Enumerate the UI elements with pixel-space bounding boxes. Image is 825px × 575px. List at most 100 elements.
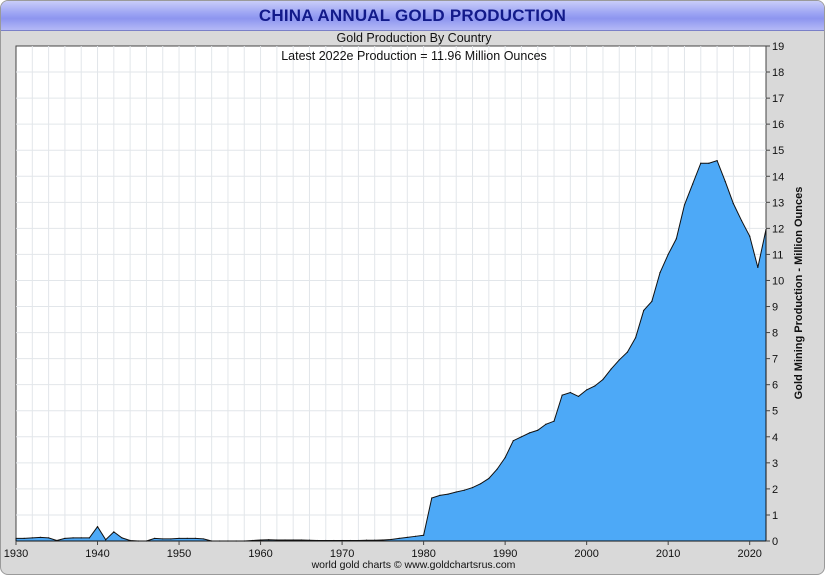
x-axis-ticks: 1930 1940 1950 1960 1970 1980 1990 2000 2010 2020 (4, 541, 762, 560)
data-point (504, 457, 506, 459)
data-point (365, 539, 368, 541)
x-tick-label: 1980 (411, 548, 435, 560)
x-tick-label: 1960 (248, 548, 272, 560)
data-point (251, 539, 254, 542)
y-tick-label: 14 (772, 171, 784, 183)
x-tick-label: 2020 (737, 548, 761, 560)
data-point (594, 385, 596, 387)
data-point (357, 539, 359, 542)
data-point (471, 486, 474, 489)
data-point (675, 238, 677, 240)
data-point (227, 540, 229, 542)
data-point (48, 537, 50, 539)
data-point (186, 537, 188, 539)
data-point (153, 537, 156, 539)
production-area (15, 160, 767, 542)
data-points (15, 160, 767, 542)
data-point (716, 160, 718, 162)
data-point (202, 538, 205, 540)
x-tick-label: 1930 (4, 548, 28, 560)
data-point (749, 235, 751, 237)
data-point (129, 539, 131, 542)
data-point (31, 537, 33, 539)
y-tick-label: 0 (772, 536, 778, 548)
y-tick-label: 5 (772, 406, 778, 418)
data-point (341, 539, 343, 542)
data-point (243, 540, 245, 542)
data-point (431, 497, 433, 499)
title-bar: CHINA ANNUAL GOLD PRODUCTION (1, 1, 824, 31)
y-tick-label: 2 (772, 484, 778, 496)
data-point (72, 537, 74, 539)
data-point (113, 531, 115, 533)
x-tick-label: 2000 (574, 548, 598, 560)
data-point (80, 537, 82, 539)
data-point (235, 540, 237, 542)
data-point (586, 389, 588, 391)
data-point (569, 391, 571, 394)
data-point (317, 539, 319, 542)
data-point (634, 337, 637, 339)
data-point (520, 436, 523, 438)
data-point (545, 423, 547, 425)
x-tick-label: 2010 (656, 548, 680, 560)
data-point (333, 539, 335, 542)
data-point (374, 539, 376, 541)
data-point (194, 537, 196, 539)
data-point (390, 538, 392, 541)
data-point (537, 429, 539, 431)
data-point (447, 493, 449, 495)
data-point (610, 368, 612, 370)
data-point (757, 266, 759, 269)
y-tick-label: 6 (772, 380, 778, 392)
data-point (708, 162, 710, 164)
page-title: CHINA ANNUAL GOLD PRODUCTION (258, 6, 567, 25)
data-point (528, 432, 531, 434)
data-point (463, 489, 465, 491)
y-tick-label: 19 (772, 41, 784, 53)
data-point (480, 483, 482, 485)
data-point (651, 300, 653, 302)
y-tick-label: 18 (772, 67, 784, 79)
data-point (56, 539, 58, 542)
x-tick-label: 1950 (167, 548, 191, 560)
y-axis-label: Gold Mining Production - Million Ounces (793, 187, 805, 400)
data-point (455, 491, 457, 493)
data-point (211, 540, 213, 542)
data-point (602, 378, 604, 381)
data-point (349, 539, 351, 542)
y-tick-label: 4 (772, 432, 778, 444)
data-point (765, 228, 767, 231)
data-point (162, 538, 164, 540)
data-point (643, 309, 645, 312)
data-point (512, 440, 514, 442)
x-tick-label: 1970 (330, 548, 354, 560)
data-point (292, 539, 294, 541)
data-point (105, 539, 107, 541)
data-point (382, 539, 384, 541)
data-point (325, 539, 327, 542)
y-tick-label: 3 (772, 458, 778, 470)
data-point (276, 539, 278, 541)
data-point (406, 536, 408, 538)
data-point (178, 537, 180, 539)
data-point (145, 540, 148, 542)
data-point (398, 537, 400, 539)
y-tick-label: 11 (772, 249, 783, 261)
data-point (496, 468, 498, 470)
data-point (259, 539, 262, 541)
data-point (488, 477, 490, 480)
y-tick-label: 8 (772, 328, 778, 340)
data-point (414, 535, 417, 537)
data-point (219, 540, 221, 542)
data-point (170, 538, 172, 540)
data-point (88, 537, 90, 539)
data-point (561, 394, 563, 396)
data-point (577, 395, 580, 398)
data-point (667, 253, 669, 256)
data-point (268, 539, 270, 541)
y-tick-label: 7 (772, 354, 778, 366)
